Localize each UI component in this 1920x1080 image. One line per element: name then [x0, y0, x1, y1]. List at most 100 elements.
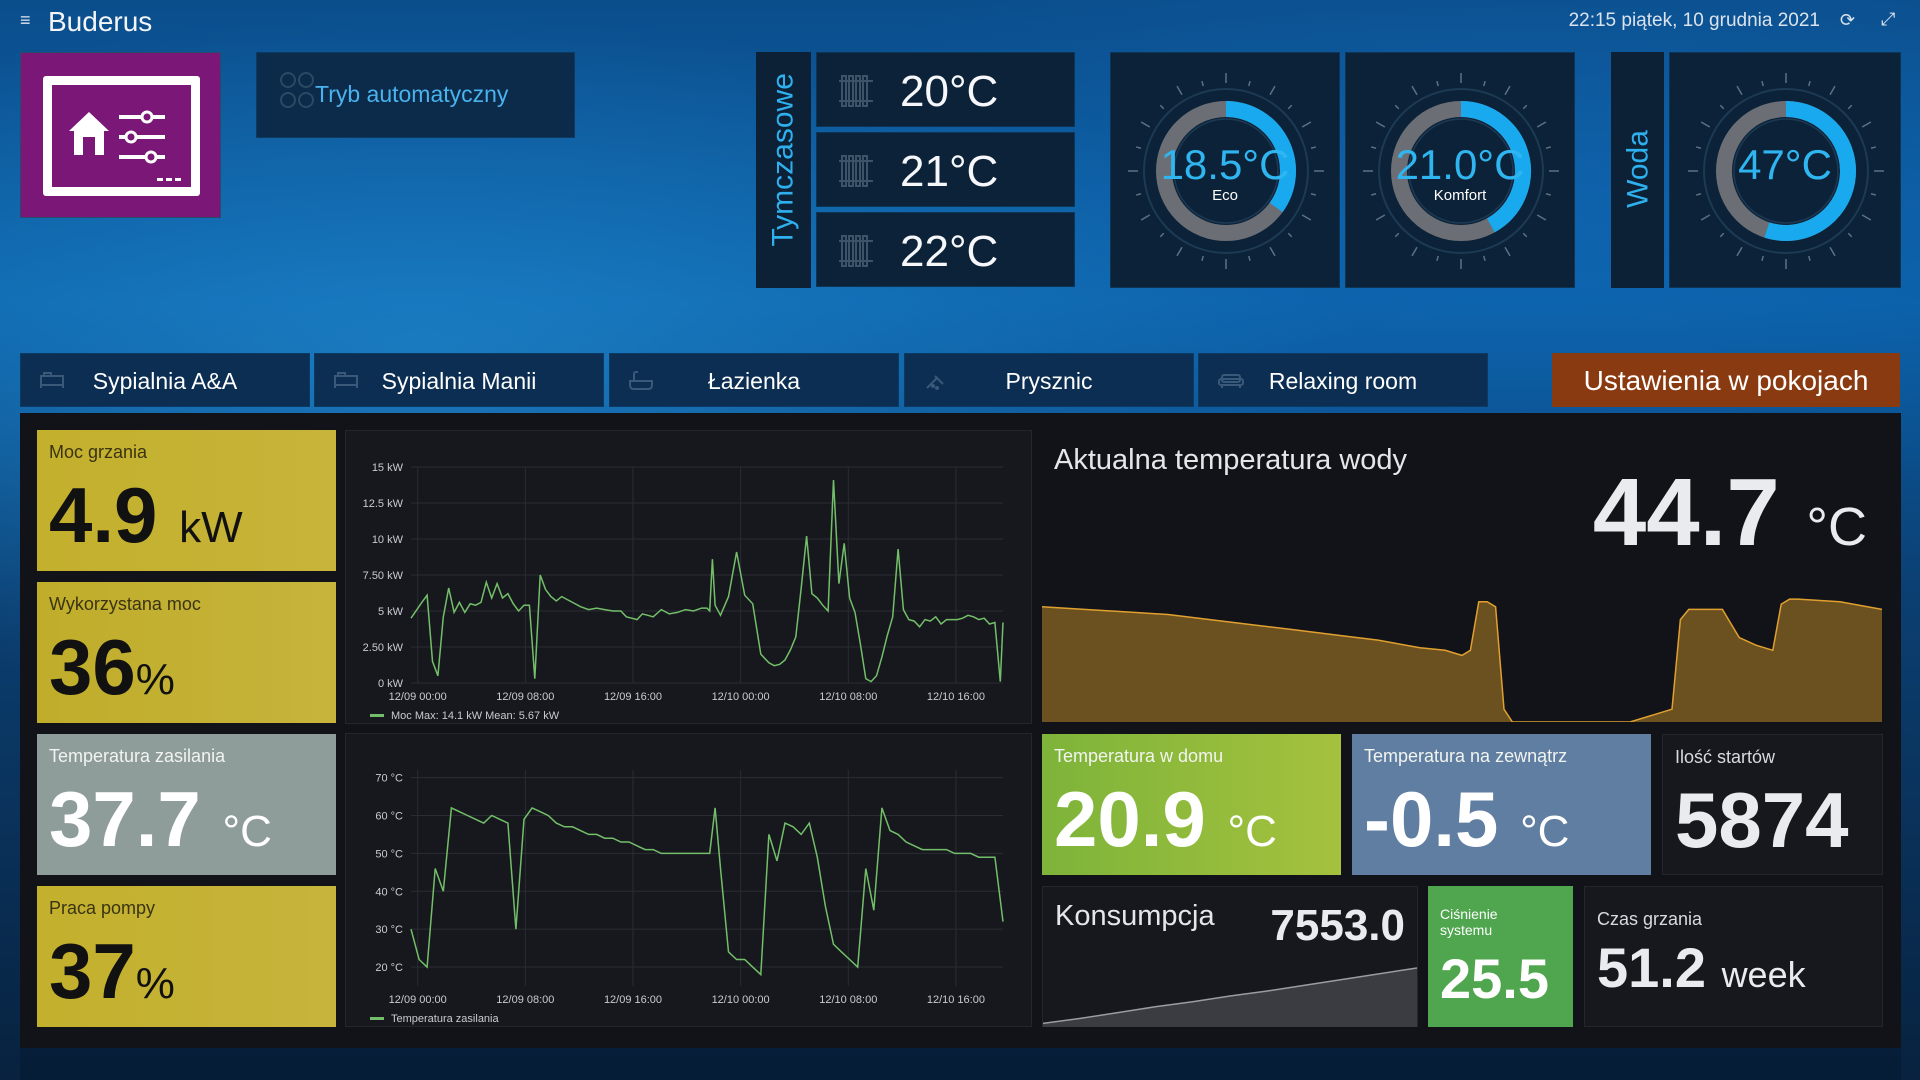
stat-title: Wykorzystana moc	[49, 594, 201, 614]
gauge-value: 21.0°C	[1395, 141, 1525, 188]
water-temperature-title: Aktualna temperatura wody	[1054, 444, 1408, 476]
gauge-tick	[1736, 85, 1743, 96]
gauge-label: Komfort	[1433, 187, 1487, 204]
gauge-tick	[1483, 80, 1486, 87]
gauge-tick	[1301, 121, 1312, 128]
refresh-icon[interactable]: ⟳	[1840, 10, 1856, 30]
water-label: Woda	[1621, 130, 1655, 208]
stat-consumption: Konsumpcja 7553.0	[1042, 886, 1418, 1027]
stat-heating-time: Czas grzania 51.2 week	[1584, 886, 1883, 1027]
water-temperature-gauge[interactable]: 47°C	[1669, 52, 1901, 288]
y-tick-label: 60 °C	[375, 810, 403, 822]
legend-swatch	[370, 1017, 384, 1020]
stat-value-wrap: 36%	[49, 622, 175, 713]
bathtub-icon	[629, 371, 653, 390]
stat-value-wrap: 20.9 °C	[1054, 774, 1277, 865]
tab-prysznic[interactable]: Prysznic	[904, 353, 1194, 407]
tab-sypialnia-manii[interactable]: Sypialnia Manii	[314, 353, 604, 407]
stat-value-wrap: 4.9 kW	[49, 470, 243, 561]
expand-icon[interactable]: ⤢	[1881, 9, 1896, 29]
gauge-tick	[1761, 80, 1764, 87]
stat-title: Temperatura zasilania	[49, 746, 226, 766]
y-tick-label: 2.50 kW	[363, 642, 404, 654]
heating-power-chart-svg: 0 kW 2.50 kW 5 kW 7.50 kW 10 kW 12.5 kW 15 kW 1…	[363, 462, 1004, 722]
x-tick-label: 12/09 16:00	[604, 994, 662, 1006]
heating-time-value: 51.2	[1597, 936, 1706, 999]
water-temperature-value-wrap: 44.7 °C	[1593, 458, 1867, 568]
water-label-box: Woda	[1611, 52, 1664, 288]
gauge-tick	[1287, 104, 1293, 110]
auto-mode-label: Tryb automatyczny	[315, 81, 509, 107]
gauge-inner-ring	[1173, 118, 1279, 224]
room-settings-button[interactable]: Ustawienia w pokojach	[1552, 353, 1900, 407]
gauge-inner-ring	[1733, 118, 1839, 224]
gauge-dial	[1363, 73, 1559, 269]
preset-value: 21°C	[900, 147, 999, 196]
gauge-label: Eco	[1212, 187, 1238, 204]
gauge-tick	[1301, 214, 1312, 221]
preset-button-21[interactable]: 21°C	[816, 132, 1075, 207]
preset-button-20[interactable]: 20°C	[816, 52, 1075, 127]
gauge-tick	[1700, 121, 1711, 128]
radiator-icon	[839, 155, 873, 187]
supply-temperature-chart[interactable]: 20 °C 30 °C 40 °C 50 °C 60 °C 70 °C 12/09 00:0…	[345, 733, 1032, 1027]
gauge-dial	[1688, 73, 1884, 269]
stat-value: 4.9	[49, 471, 158, 559]
toggle-icon	[280, 72, 314, 108]
gauge-tick	[1522, 232, 1528, 238]
gauge-value: 47°C	[1738, 141, 1832, 188]
x-tick-label: 12/09 00:00	[389, 691, 447, 703]
gauge-tick	[1870, 193, 1877, 196]
water-temperature-sparkline	[1042, 598, 1882, 722]
tab-relaxing-room[interactable]: Relaxing room	[1198, 353, 1488, 407]
tab-sypialnia-aa[interactable]: Sypialnia A&A	[20, 353, 310, 407]
stat-unit: °C	[222, 807, 272, 856]
gauge-tick	[1269, 85, 1276, 96]
pressure-title: Ciśnienie systemu	[1440, 906, 1498, 938]
gauge-dial	[1128, 73, 1324, 269]
gauge-tick	[1829, 85, 1836, 96]
stat-value: 5874	[1675, 776, 1849, 864]
y-tick-label: 20 °C	[375, 962, 403, 974]
stat-pump-work: Praca pompy 37%	[37, 886, 336, 1027]
gauge-tick	[1176, 246, 1183, 257]
stat-title: Praca pompy	[49, 898, 156, 918]
x-tick-label: 12/10 16:00	[927, 691, 985, 703]
preset-button-22[interactable]: 22°C	[816, 212, 1075, 287]
radiator-icon	[839, 75, 873, 107]
legend-label: Moc Max: 14.1 kW Mean: 5.67 kW	[391, 710, 560, 722]
auto-mode-toggle[interactable]: Tryb automatyczny	[256, 52, 575, 138]
stat-title: Moc grzania	[49, 442, 148, 462]
gauge-tick	[1370, 146, 1377, 149]
heating-time-title: Czas grzania	[1597, 909, 1703, 929]
tab-lazienka[interactable]: Łazienka	[609, 353, 899, 407]
gauge-tick	[1536, 214, 1547, 221]
gauge-tick	[1159, 104, 1165, 110]
x-tick-label: 12/10 16:00	[927, 994, 985, 1006]
presets-label-box: Tymczasowe	[756, 52, 811, 288]
stat-unit: %	[135, 655, 175, 704]
eco-temperature-gauge[interactable]: 18.5°C Eco	[1110, 52, 1340, 288]
tab-label: Sypialnia A&A	[92, 368, 238, 394]
thermostat-logo-tile[interactable]	[20, 52, 221, 218]
x-tick-label: 12/09 08:00	[496, 691, 554, 703]
x-tick-label: 12/10 08:00	[819, 691, 877, 703]
y-tick-label: 7.50 kW	[363, 570, 404, 582]
gauge-tick	[1861, 214, 1872, 221]
preset-value: 22°C	[900, 227, 999, 276]
heating-power-chart[interactable]: 0 kW 2.50 kW 5 kW 7.50 kW 10 kW 12.5 kW 15 kW 1…	[345, 430, 1032, 724]
gauge-tick	[1736, 246, 1743, 257]
stat-heating-power: Moc grzania 4.9 kW	[37, 430, 336, 571]
gauge-tick	[1545, 146, 1552, 149]
stat-home-temperature: Temperatura w domu 20.9 °C	[1042, 734, 1341, 875]
radiator-icon	[839, 235, 873, 267]
y-tick-label: 50 °C	[375, 848, 403, 860]
comfort-temperature-gauge[interactable]: 21.0°C Komfort	[1345, 52, 1575, 288]
bed-icon	[40, 372, 64, 388]
stat-value-wrap: 37%	[49, 926, 175, 1017]
presets-label: Tymczasowe	[766, 73, 800, 247]
stat-used-power: Wykorzystana moc 36%	[37, 582, 336, 723]
legend-swatch	[370, 714, 384, 717]
consumption-value: 7553.0	[1270, 901, 1405, 950]
menu-icon[interactable]: ≡	[20, 10, 31, 30]
